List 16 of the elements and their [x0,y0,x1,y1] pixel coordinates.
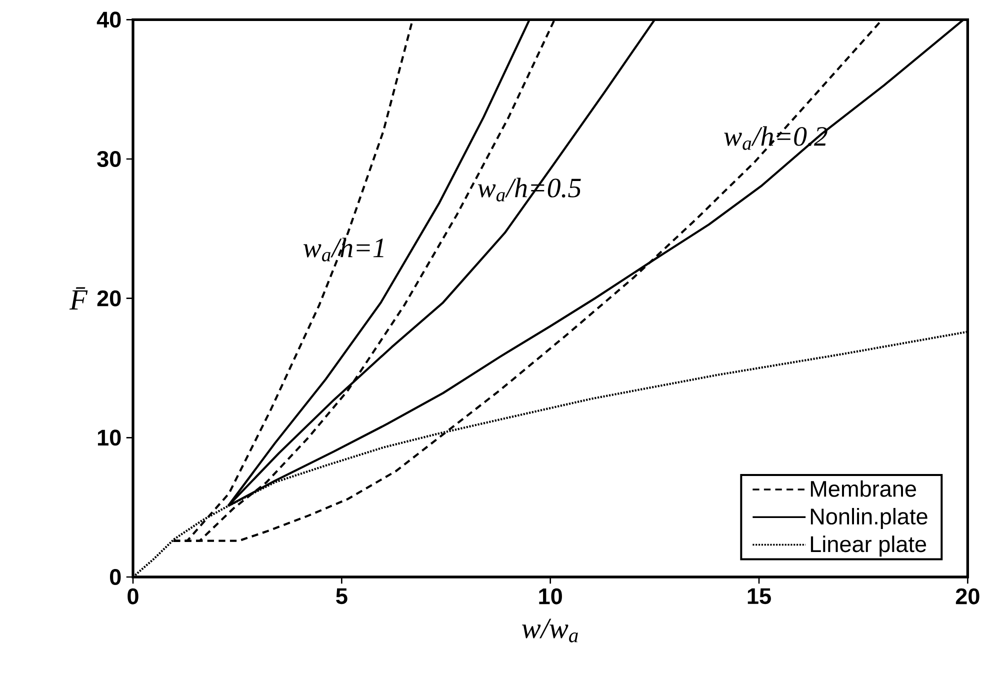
y-tick-label: 0 [110,569,121,585]
y-tick-label: 40 [96,12,121,28]
x-tick-label: 5 [336,588,348,604]
annotation: w$_{a}$/h=1 [304,238,384,262]
y-tick-label: 30 [97,150,121,168]
legend-label: Membrane [810,480,916,497]
y-tick-label: 10 [98,430,121,446]
x-tick-label: 0 [128,588,138,604]
y-axis-title: F̄ [69,287,88,310]
y-tick-label: 20 [97,290,121,306]
x-tick-label: 10 [539,588,562,604]
x-axis-title: w/w$_{a}$ [522,618,578,642]
x-tick-label: 20 [956,588,980,604]
legend-label: Nonlin.plate [810,508,928,530]
x-tick-label: 15 [748,588,771,604]
legend-label: Linear plate [810,536,926,557]
